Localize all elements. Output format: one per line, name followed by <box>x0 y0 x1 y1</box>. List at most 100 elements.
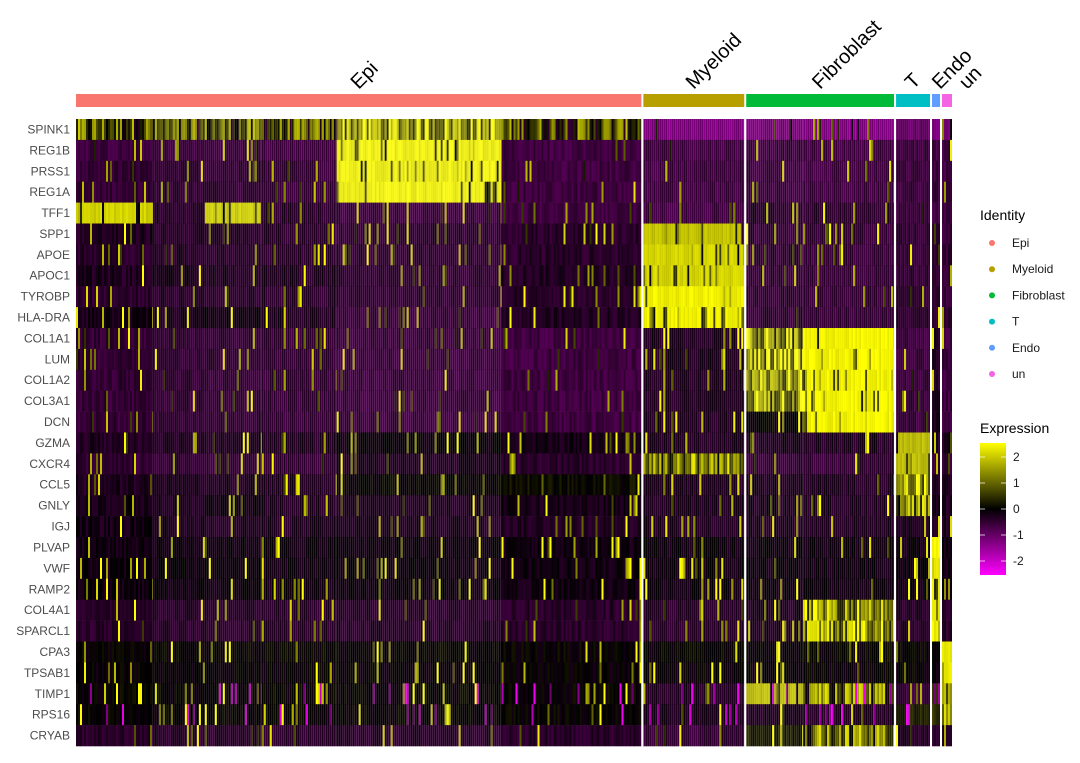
heatmap-cell <box>498 244 501 266</box>
heatmap-cell <box>599 307 602 329</box>
heatmap-cell <box>84 244 86 266</box>
heatmap-cell <box>593 265 596 287</box>
heatmap-cell <box>152 202 155 224</box>
heatmap-cell <box>889 160 892 182</box>
heatmap-cell <box>434 160 437 182</box>
heatmap-cell <box>307 181 310 203</box>
heatmap-cell <box>547 244 550 266</box>
heatmap-cell <box>446 202 449 224</box>
heatmap-cell <box>513 244 516 266</box>
heatmap-cell <box>170 244 173 266</box>
heatmap-cell <box>356 286 359 308</box>
heatmap-cell <box>198 202 201 224</box>
heatmap-cell <box>565 202 568 224</box>
heatmap-cell <box>323 265 326 287</box>
heatmap-cell <box>364 139 367 162</box>
heatmap-cell <box>190 286 193 308</box>
heatmap-cell <box>509 160 512 182</box>
heatmap-cell <box>442 223 445 245</box>
heatmap-cell <box>944 160 947 182</box>
heatmap-cell <box>317 348 320 371</box>
heatmap-cell <box>717 202 720 224</box>
heatmap-cell <box>659 160 662 182</box>
heatmap-cell <box>683 202 686 224</box>
heatmap-cell <box>505 119 508 141</box>
heatmap-cell <box>146 328 148 350</box>
heatmap-cell <box>655 223 658 245</box>
heatmap-cell <box>244 265 247 287</box>
heatmap-cell <box>877 160 880 182</box>
heatmap-cell <box>478 139 481 162</box>
heatmap-cell <box>356 265 359 287</box>
heatmap-cell <box>673 181 676 203</box>
heatmap-cell <box>807 307 810 329</box>
heatmap-cell <box>390 328 393 350</box>
heatmap-cell <box>144 202 146 224</box>
heatmap-cell <box>709 139 712 162</box>
heatmap-cell <box>762 119 765 141</box>
heatmap-cell <box>354 286 357 308</box>
heatmap-cell <box>392 139 395 162</box>
heatmap-cell <box>750 328 753 350</box>
heatmap-cell <box>198 244 201 266</box>
heatmap-cell <box>346 265 349 287</box>
heatmap-cell <box>176 265 179 287</box>
heatmap-cell <box>305 139 308 162</box>
heatmap-cell <box>154 160 157 182</box>
heatmap-cell <box>796 223 799 245</box>
heatmap-cell <box>430 202 433 224</box>
heatmap-cell <box>665 286 668 308</box>
heatmap-cell <box>196 119 199 141</box>
heatmap-cell <box>503 202 506 224</box>
heatmap-cell <box>325 160 328 182</box>
heatmap-cell <box>244 244 247 266</box>
heatmap-cell <box>665 181 668 203</box>
heatmap-cell <box>496 160 499 182</box>
heatmap-cell <box>374 202 377 224</box>
heatmap-cell <box>879 265 882 287</box>
heatmap-cell <box>681 119 684 141</box>
heatmap-cell <box>725 160 728 182</box>
heatmap-cell <box>731 119 734 141</box>
heatmap-cell <box>743 181 745 203</box>
heatmap-cell <box>653 328 656 350</box>
heatmap-cell <box>277 160 280 182</box>
heatmap-cell <box>329 286 332 308</box>
heatmap-cell <box>142 181 144 203</box>
heatmap-cell <box>279 244 282 266</box>
heatmap-cell <box>424 139 427 162</box>
heatmap-cell <box>210 265 213 287</box>
heatmap-cell <box>360 265 363 287</box>
heatmap-cell <box>248 160 251 182</box>
heatmap-cell <box>750 265 753 287</box>
heatmap-cell <box>896 139 899 162</box>
heatmap-cell <box>252 348 255 371</box>
heatmap-cell <box>681 202 684 224</box>
heatmap-cell <box>611 286 614 308</box>
heatmap-cell <box>240 348 243 371</box>
heatmap-cell <box>729 202 732 224</box>
heatmap-cell <box>946 181 949 203</box>
heatmap-cell <box>480 202 483 224</box>
heatmap-cell <box>327 348 330 371</box>
heatmap-cell <box>158 202 161 224</box>
heatmap-cell <box>269 265 272 287</box>
heatmap-cell <box>112 223 114 245</box>
heatmap-cell <box>454 286 457 308</box>
heatmap-cell <box>770 328 773 350</box>
heatmap-cell <box>130 202 132 224</box>
heatmap-cell <box>176 348 179 371</box>
heatmap-cell <box>333 307 336 329</box>
heatmap-cell <box>438 265 441 287</box>
heatmap-cell <box>675 244 678 266</box>
heatmap-cell <box>188 265 191 287</box>
heatmap-cell <box>831 119 834 141</box>
heatmap-cell <box>468 223 471 245</box>
heatmap-cell <box>805 328 808 350</box>
heatmap-cell <box>853 202 856 224</box>
heatmap-cell <box>677 119 680 141</box>
heatmap-cell <box>496 223 499 245</box>
heatmap-cell <box>517 160 520 182</box>
heatmap-cell <box>657 286 660 308</box>
heatmap-cell <box>374 348 377 371</box>
